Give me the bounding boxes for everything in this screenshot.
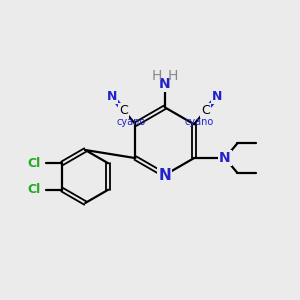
- Text: C: C: [119, 104, 128, 117]
- Text: H: H: [168, 69, 178, 83]
- Text: H: H: [151, 69, 162, 83]
- Text: Cl: Cl: [28, 157, 41, 170]
- Text: cyano: cyano: [184, 117, 213, 127]
- Text: Cl: Cl: [28, 183, 41, 196]
- Text: N: N: [219, 151, 231, 165]
- Text: N: N: [159, 77, 170, 91]
- Text: cyano: cyano: [116, 117, 145, 127]
- Text: N: N: [158, 167, 171, 182]
- Text: N: N: [212, 90, 223, 103]
- Text: N: N: [107, 90, 117, 103]
- Text: C: C: [201, 104, 210, 117]
